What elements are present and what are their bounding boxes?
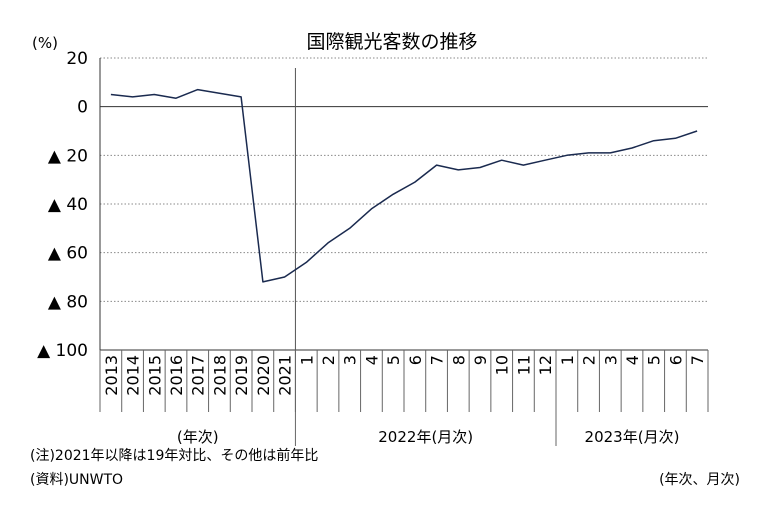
x-tick-label: 1: [297, 355, 316, 365]
x-tick-label: 2021: [276, 355, 295, 396]
x-tick-label: 5: [384, 355, 403, 365]
x-tick-label: 2019: [232, 355, 251, 396]
y-unit-label: (%): [32, 34, 58, 52]
x-group-label: 2022年(月次): [378, 428, 473, 446]
x-tick-label: 6: [666, 355, 685, 365]
x-tick-label: 6: [406, 355, 425, 365]
chart-source: (資料)UNWTO: [30, 472, 124, 488]
y-tick-label: ▲ 40: [48, 195, 88, 215]
x-tick-label: 2: [319, 355, 338, 365]
x-tick-label: 2016: [167, 355, 186, 396]
axes: [99, 58, 709, 446]
x-tick-label: 9: [471, 355, 490, 365]
x-tick-label: 2014: [124, 355, 143, 396]
x-tick-label: 4: [623, 355, 642, 365]
x-tick-label: 2015: [145, 355, 164, 396]
x-tick-label: 2013: [102, 355, 121, 396]
x-tick-label: 2018: [210, 355, 229, 396]
x-tick-label: 11: [514, 355, 533, 375]
y-tick-label: ▲ 100: [37, 341, 88, 361]
x-group-labels: (年次) 2022年(月次) 2023年(月次): [177, 428, 680, 446]
series-lines: [110, 88, 698, 283]
chart-right-label: (年次、月次): [659, 472, 740, 488]
x-tick-label: 5: [645, 355, 664, 365]
x-tick-label: 7: [688, 355, 707, 365]
x-tick-label: 3: [601, 355, 620, 365]
y-tick-label: 0: [77, 98, 88, 118]
chart-note: (注)2021年以降は19年対比、その他は前年比: [30, 448, 319, 464]
x-tick-label: 10: [493, 355, 512, 375]
chart-title: 国際観光客数の推移: [306, 31, 477, 53]
y-tick-label: 20: [66, 49, 88, 69]
grid-lines: [100, 57, 708, 302]
x-tick-label: 7: [428, 355, 447, 365]
x-tick-label: 3: [341, 355, 360, 365]
x-group-label: (年次): [177, 428, 219, 446]
y-tick-label: ▲ 20: [48, 146, 88, 166]
y-tick-label: ▲ 60: [48, 244, 88, 264]
x-tick-label: 8: [449, 355, 468, 365]
x-tick-label: 2020: [254, 355, 273, 396]
y-tick-label: ▲ 80: [48, 292, 88, 312]
x-group-label: 2023年(月次): [585, 428, 680, 446]
x-tick-label: 1: [558, 355, 577, 365]
x-tick-label: 2: [580, 355, 599, 365]
x-tick-label: 2017: [189, 355, 208, 396]
x-tick-label: 12: [536, 355, 555, 375]
x-tick-label: 4: [362, 355, 381, 365]
x-axis-tick-labels: 2013 2014 2015 2016 2017 2018 2019 2020 2021 1 2 3 4…: [102, 355, 707, 396]
series-line: [110, 88, 698, 283]
y-axis-tick-labels: 20 0 ▲ 20 ▲ 40 ▲ 60 ▲ 80 ▲ 100: [37, 49, 88, 361]
